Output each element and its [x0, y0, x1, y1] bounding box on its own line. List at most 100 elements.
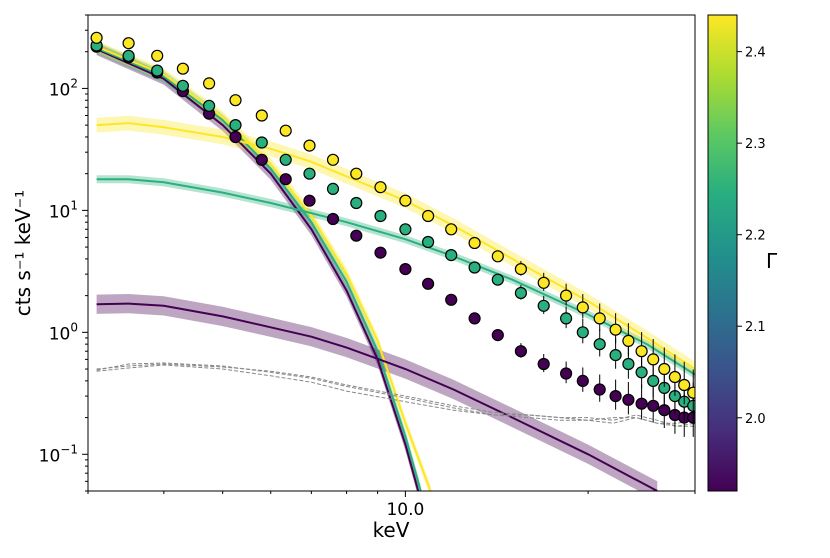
data-point-series-2	[576, 326, 589, 339]
axis-ticks: 10.0 10−1 100 101 102	[39, 14, 696, 520]
background-curve-1	[96, 363, 695, 427]
data-point-series-3	[658, 362, 671, 376]
data-point-series-3	[399, 194, 412, 207]
data-point-series-1	[229, 130, 242, 144]
data-point-series-2	[445, 249, 458, 262]
data-point-series-2	[468, 261, 481, 274]
data-point-series-3	[647, 353, 660, 366]
data-point-series-1	[374, 246, 387, 259]
data-point-series-3	[422, 209, 435, 223]
data-point-series-3	[622, 334, 635, 347]
data-point-series-2	[593, 338, 606, 351]
data-point-series-2	[255, 136, 268, 149]
plot-frame	[87, 14, 696, 492]
background-curves	[96, 362, 695, 427]
data-point-series-2	[491, 273, 504, 286]
data-point-series-1	[635, 397, 648, 410]
data-point-series-3	[203, 77, 216, 90]
x-tick-label: 10.0	[386, 500, 424, 520]
data-point-series-2	[537, 299, 550, 312]
data-point-series-2	[514, 286, 528, 300]
x-axis-title: keV	[373, 518, 410, 542]
colorbar-tick-label: 2.2	[745, 229, 766, 244]
data-point-series-1	[609, 390, 622, 403]
data-point-series-3	[279, 124, 292, 137]
data-point-series-2	[559, 312, 573, 325]
data-point-series-3	[609, 323, 622, 336]
data-point-series-3	[122, 37, 135, 50]
data-point-series-2	[622, 357, 635, 371]
data-point-series-1	[622, 393, 635, 406]
data-point-series-3	[491, 250, 504, 263]
data-point-series-2	[122, 49, 135, 62]
colorbar-ticks: 2.0 2.1 2.2 2.3 2.4	[737, 46, 766, 427]
data-points	[90, 31, 695, 437]
data-point-series-3	[576, 301, 589, 314]
colorbar-tick-label: 2.3	[745, 137, 766, 152]
data-point-series-3	[445, 223, 458, 236]
data-point-series-3	[374, 181, 387, 194]
y-axis-title: cts s⁻¹ keV⁻¹	[11, 190, 35, 316]
data-point-series-2	[647, 374, 660, 387]
data-point-series-3	[176, 62, 189, 75]
data-point-series-2	[399, 223, 412, 236]
data-point-series-3	[593, 312, 606, 325]
data-point-series-1	[658, 404, 671, 417]
data-point-series-2	[229, 118, 242, 132]
model-band-4	[96, 294, 658, 491]
model-line-6	[96, 122, 695, 370]
data-point-series-1	[350, 229, 363, 242]
data-point-series-2	[203, 99, 216, 112]
data-point-series-3	[468, 236, 481, 250]
data-point-series-1	[593, 383, 606, 396]
data-point-series-3	[687, 386, 695, 399]
data-point-series-1	[559, 367, 573, 380]
data-point-series-2	[326, 182, 340, 195]
y-tick-label: 101	[49, 198, 78, 222]
data-point-series-3	[326, 153, 340, 166]
data-point-series-1	[422, 277, 435, 290]
data-point-series-2	[609, 349, 622, 362]
colorbar: 2.0 2.1 2.2 2.3 2.4 Γ	[707, 14, 778, 492]
data-point-series-2	[151, 64, 164, 77]
model-line-4	[96, 302, 658, 491]
data-point-series-1	[279, 173, 292, 186]
data-point-series-3	[303, 139, 316, 152]
colorbar-tick-label: 2.1	[745, 320, 766, 335]
data-point-series-3	[350, 167, 363, 180]
data-point-series-2	[279, 153, 292, 166]
data-point-series-3	[559, 289, 573, 302]
data-point-series-3	[537, 276, 550, 289]
data-point-series-1	[445, 293, 458, 306]
data-point-series-2	[176, 79, 189, 92]
colorbar-label: Γ	[766, 249, 778, 273]
colorbar-gradient	[707, 14, 738, 492]
data-point-series-3	[678, 378, 691, 392]
background-curve-3	[96, 364, 695, 427]
data-point-series-3	[514, 263, 528, 276]
data-point-series-1	[468, 312, 481, 325]
data-point-series-2	[635, 366, 648, 379]
data-point-series-1	[491, 329, 504, 342]
data-point-series-2	[422, 235, 435, 249]
data-point-series-3	[90, 31, 103, 44]
data-point-series-1	[303, 194, 316, 207]
y-tick-label: 100	[49, 320, 78, 344]
data-point-series-2	[303, 167, 316, 180]
colorbar-tick-label: 2.4	[745, 46, 766, 61]
data-point-series-3	[151, 49, 164, 62]
data-point-series-1	[537, 357, 550, 371]
y-tick-label: 102	[49, 76, 78, 100]
model-bands	[96, 40, 695, 491]
data-point-series-3	[255, 109, 268, 122]
data-point-series-2	[350, 196, 363, 210]
data-point-series-3	[668, 370, 682, 384]
model-line-5	[96, 178, 695, 376]
colorbar-tick-label: 2.0	[745, 412, 766, 427]
data-point-series-2	[374, 209, 387, 223]
data-point-series-1	[255, 153, 268, 166]
data-point-series-3	[635, 345, 648, 358]
data-point-series-1	[326, 212, 340, 226]
data-point-series-3	[229, 94, 242, 107]
